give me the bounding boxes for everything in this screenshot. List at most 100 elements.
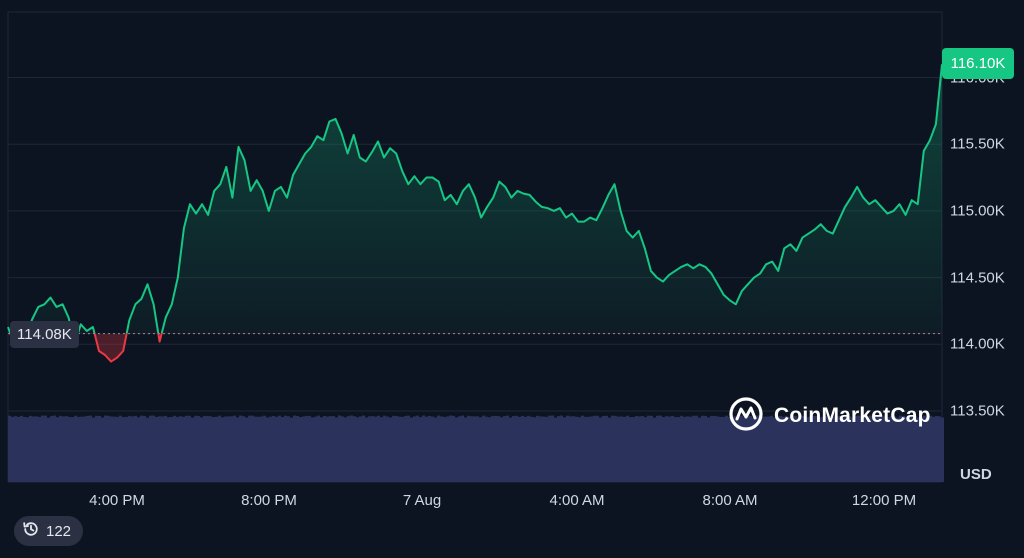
volume-bar xyxy=(317,415,320,482)
history-count: 122 xyxy=(46,522,72,540)
volume-bar xyxy=(743,417,746,482)
volume-bar xyxy=(32,416,35,482)
volume-bar xyxy=(845,415,848,482)
volume-bar xyxy=(74,415,77,482)
volume-bar xyxy=(710,415,713,482)
volume-bar xyxy=(251,415,254,482)
volume-bar xyxy=(29,415,32,482)
volume-bar xyxy=(380,417,383,482)
volume-bar xyxy=(755,415,758,482)
volume-bar xyxy=(326,416,329,482)
volume-bar xyxy=(146,417,149,482)
y-tick-label: 115.50K xyxy=(950,135,1005,153)
volume-bar xyxy=(356,417,359,482)
x-tick-label: 12:00 PM xyxy=(851,492,917,509)
volume-bar xyxy=(104,415,107,482)
volume-bar xyxy=(836,416,839,482)
volume-bar xyxy=(473,416,476,482)
volume-bar xyxy=(902,415,905,482)
volume-bar xyxy=(605,415,608,482)
volume-bar xyxy=(140,415,143,482)
price-area-down xyxy=(8,333,942,362)
volume-bar xyxy=(548,415,551,482)
volume-bar xyxy=(245,417,248,482)
volume-bar xyxy=(80,416,83,482)
volume-bar xyxy=(809,416,812,482)
volume-bar xyxy=(53,415,56,482)
coinmarketcap-logo-icon xyxy=(728,396,764,437)
volume-bar xyxy=(290,417,293,482)
volume-bar xyxy=(407,415,410,482)
volume-bar xyxy=(494,415,497,482)
volume-bar xyxy=(452,415,455,482)
volume-bar xyxy=(587,416,590,482)
volume-bar xyxy=(467,415,470,482)
volume-bar xyxy=(173,415,176,482)
volume-bar xyxy=(335,417,338,482)
volume-bar xyxy=(815,415,818,482)
open-price-badge: 114.08K xyxy=(10,321,79,348)
volume-bar xyxy=(731,416,734,482)
volume-bar xyxy=(581,415,584,482)
volume-bar xyxy=(62,416,65,482)
volume-bar xyxy=(440,416,443,482)
volume-bar xyxy=(182,416,185,482)
volume-bar xyxy=(683,416,686,482)
x-tick-label: 7 Aug xyxy=(402,492,442,509)
volume-bar xyxy=(704,415,707,482)
volume-bar xyxy=(881,416,884,482)
volume-bar xyxy=(497,416,500,482)
volume-bar xyxy=(554,417,557,482)
volume-bar xyxy=(611,415,614,482)
volume-bar xyxy=(578,417,581,482)
volume-bar xyxy=(449,415,452,482)
volume-bar xyxy=(458,416,461,482)
volume-bar xyxy=(698,417,701,482)
volume-bar xyxy=(164,415,167,482)
volume-bar xyxy=(323,416,326,482)
volume-bar xyxy=(89,415,92,482)
volume-bar xyxy=(500,417,503,482)
volume-bar xyxy=(149,415,152,482)
volume-bar xyxy=(464,417,467,482)
volume-bar xyxy=(476,416,479,482)
volume-bar xyxy=(623,416,626,482)
volume-bar xyxy=(818,417,821,482)
volume-bar xyxy=(752,417,755,482)
volume-bar xyxy=(518,416,521,482)
volume-bar xyxy=(659,415,662,482)
volume-bar xyxy=(404,416,407,482)
volume-bar xyxy=(179,416,182,482)
volume-bar xyxy=(95,415,98,482)
volume-bar xyxy=(332,416,335,482)
volume-bar xyxy=(401,416,404,482)
price-area-up xyxy=(8,64,942,333)
volume-bar xyxy=(167,417,170,482)
volume-bar xyxy=(758,415,761,482)
volume-bar xyxy=(206,415,209,482)
history-button[interactable]: 122 xyxy=(14,516,84,546)
volume-bar xyxy=(890,415,893,482)
volume-bar xyxy=(734,416,737,482)
volume-bar xyxy=(44,415,47,482)
y-tick-label: 113.50K xyxy=(950,402,1005,420)
volume-bar xyxy=(341,416,344,482)
volume-bar xyxy=(569,416,572,482)
volume-bar xyxy=(566,415,569,482)
volume-bar xyxy=(203,415,206,482)
brand-name: CoinMarketCap xyxy=(774,404,931,427)
volume-bar xyxy=(386,416,389,482)
volume-bar xyxy=(536,415,539,482)
volume-bar xyxy=(524,416,527,482)
volume-bar xyxy=(113,416,116,482)
volume-bar xyxy=(542,416,545,482)
volume-bar xyxy=(932,416,935,482)
coinmarketcap-watermark: CoinMarketCap xyxy=(728,396,931,436)
volume-bar xyxy=(863,417,866,482)
volume-bar xyxy=(455,417,458,482)
volume-bar xyxy=(170,416,173,482)
volume-bar xyxy=(728,417,731,482)
volume-bar xyxy=(887,417,890,482)
volume-bar xyxy=(905,416,908,482)
